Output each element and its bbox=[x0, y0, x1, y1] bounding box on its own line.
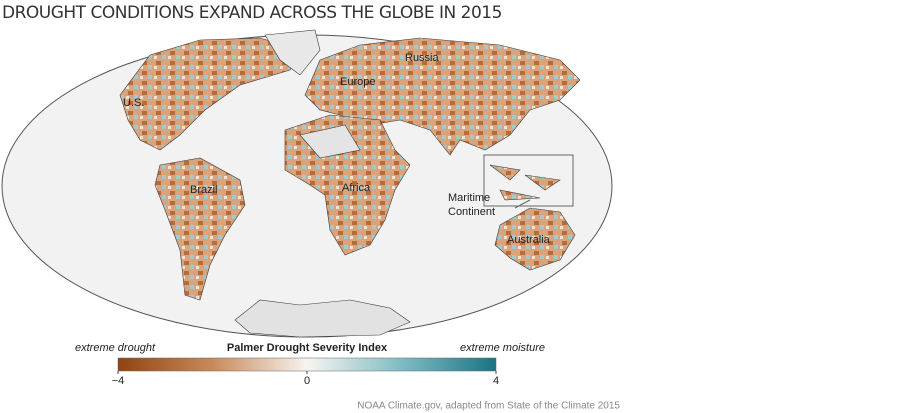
colorbar-title: Palmer Drought Severity Index bbox=[227, 342, 388, 354]
region-label: Maritime bbox=[448, 192, 490, 204]
antarctica bbox=[234, 299, 411, 338]
colorbar-low-label: extreme drought bbox=[75, 342, 156, 354]
sahara bbox=[299, 124, 361, 159]
colorbar-tick-label: 4 bbox=[493, 375, 499, 387]
colorbar-high-label: extreme moisture bbox=[460, 342, 545, 354]
south-america bbox=[154, 157, 246, 301]
australia bbox=[494, 207, 576, 271]
colorbar: extreme drought Palmer Drought Severity … bbox=[75, 342, 545, 372]
greenland bbox=[264, 29, 321, 76]
colorbar-tick-label: 0 bbox=[304, 375, 310, 387]
islands bbox=[489, 164, 561, 201]
callout-line bbox=[514, 199, 531, 209]
north-america bbox=[119, 37, 301, 151]
maritime-box bbox=[483, 154, 574, 207]
colorbar-ramp bbox=[117, 357, 497, 372]
region-label: Africa bbox=[342, 182, 371, 194]
region-label: Brazil bbox=[190, 184, 218, 196]
region-label: Europe bbox=[340, 76, 375, 88]
title: DROUGHT CONDITIONS EXPAND ACROSS THE GLO… bbox=[2, 3, 502, 23]
region-label: U.S. bbox=[123, 97, 144, 109]
credit: NOAA Climate.gov, adapted from State of … bbox=[357, 401, 620, 412]
region-label: Russia bbox=[405, 52, 440, 64]
region-label: Australia bbox=[507, 234, 551, 246]
colorbar-tick-label: −4 bbox=[112, 375, 125, 387]
region-label: Continent bbox=[448, 206, 495, 218]
